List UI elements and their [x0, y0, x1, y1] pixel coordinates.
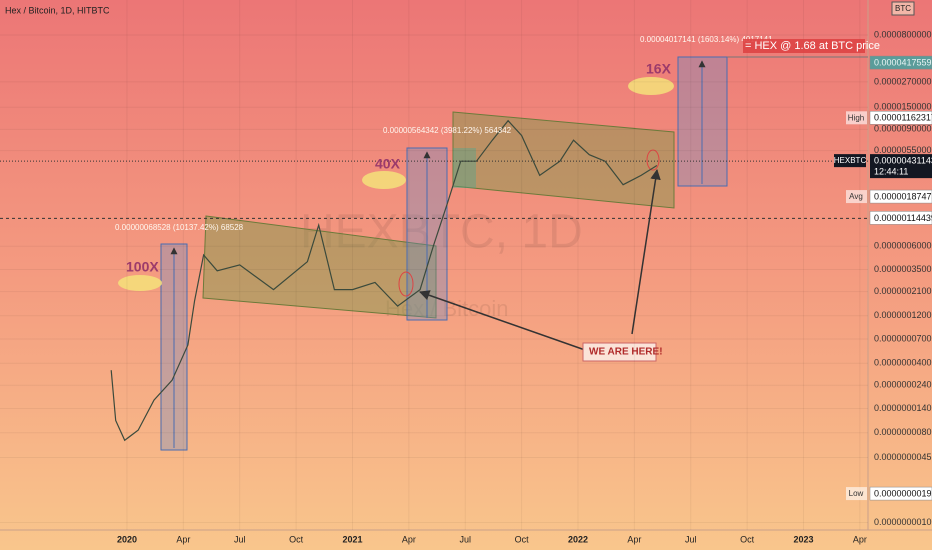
x-tick-label: Oct	[289, 534, 304, 544]
chart-title: Hex / Bitcoin, 1D, HITBTC	[5, 5, 110, 15]
x-tick-label: Oct	[740, 534, 755, 544]
arrow	[631, 168, 661, 335]
annotation: 16X	[646, 61, 672, 77]
countdown: 12:44:11	[874, 166, 908, 176]
x-tick-label: Apr	[176, 534, 190, 544]
watermark: HEXBTC, 1D	[300, 206, 583, 259]
y-tick-label: 0.0000000080	[874, 427, 932, 437]
y-tick-label: 0.0000000240	[874, 380, 932, 390]
arrow	[419, 290, 586, 351]
y-tick-label: 0.0000150000	[874, 102, 932, 112]
price-label: 0.00001162317	[874, 113, 932, 123]
x-tick-label: Apr	[853, 534, 867, 544]
price-tag	[869, 189, 932, 204]
x-tick-label: 2023	[793, 534, 813, 544]
annotation-box	[743, 39, 865, 53]
x-tick-label: 2020	[117, 534, 137, 544]
x-tick-label: 2022	[568, 534, 588, 544]
annotation: 0.00000068528 (10137.42%) 68528	[115, 223, 244, 232]
price-label: 0.00004175593	[874, 57, 932, 67]
y-tick-label: 0.0000000045	[874, 452, 932, 462]
x-tick-label: Oct	[515, 534, 530, 544]
price-name-box	[846, 111, 867, 125]
price-tag	[870, 154, 932, 179]
y-tick-label: 0.0000055000	[874, 145, 932, 155]
x-tick-label: Jul	[234, 534, 246, 544]
price-label: 0.00000114439	[874, 213, 932, 223]
y-tick-label: 0.0000001200	[874, 310, 932, 320]
y-tick-label: 0.0000800000	[874, 29, 932, 39]
annotation: 40X	[375, 156, 401, 172]
y-tick-label: 0.0000003500	[874, 264, 932, 274]
price-name: Low	[849, 489, 864, 498]
price-tag	[869, 55, 932, 70]
currency-box	[891, 1, 915, 16]
series-name: HEXBTC	[834, 156, 867, 165]
price-name: High	[848, 113, 864, 122]
channel	[202, 215, 437, 319]
price-label: 0.00000000193	[874, 488, 932, 498]
price-name-box	[846, 487, 867, 501]
price-tag	[869, 486, 932, 501]
price-tag	[869, 211, 932, 225]
y-tick-label: 0.0000002100	[874, 286, 932, 296]
highlight	[118, 275, 162, 291]
y-tick-label: 0.0000000400	[874, 358, 932, 368]
drawings	[0, 0, 868, 530]
price-tag	[869, 111, 932, 125]
x-tick-label: Jul	[459, 534, 471, 544]
annotation: 100X	[126, 259, 159, 275]
currency-tag: BTC	[895, 4, 911, 13]
name-tag	[834, 154, 866, 168]
y-tick-label: 0.0000000700	[874, 333, 932, 343]
y-tick-label: 0.0000000140	[874, 403, 932, 413]
y-tick-label: 0.0000270000	[874, 76, 932, 86]
price-line	[110, 119, 658, 442]
annotation: 0.00004017141 (1603.14%) 4017141	[640, 35, 773, 44]
x-tick-label: Apr	[402, 534, 416, 544]
price-label: 0.00000187473	[874, 191, 932, 201]
y-tick-label: 0.0000090000	[874, 124, 932, 134]
highlight	[362, 171, 406, 189]
circle-marker	[398, 271, 414, 297]
price-name-box	[846, 190, 867, 204]
price-name: Avg	[849, 192, 863, 201]
x-tick-label: Jul	[685, 534, 697, 544]
annotation: WE ARE HERE!	[589, 347, 663, 358]
annotation: 0.00000564342 (3981.22%) 564342	[383, 126, 512, 135]
last-price-label: 0.00000431143	[874, 155, 932, 165]
y-tick-label: 0.0000006000	[874, 241, 932, 251]
y-tick-label: 0.0000000010	[874, 517, 932, 527]
x-tick-label: Apr	[627, 534, 641, 544]
highlight	[628, 77, 674, 95]
highlight-box	[453, 148, 476, 188]
annotation: = HEX @ 1.68 at BTC price	[745, 40, 880, 52]
x-tick-label: 2021	[342, 534, 362, 544]
callout-box	[582, 342, 657, 362]
